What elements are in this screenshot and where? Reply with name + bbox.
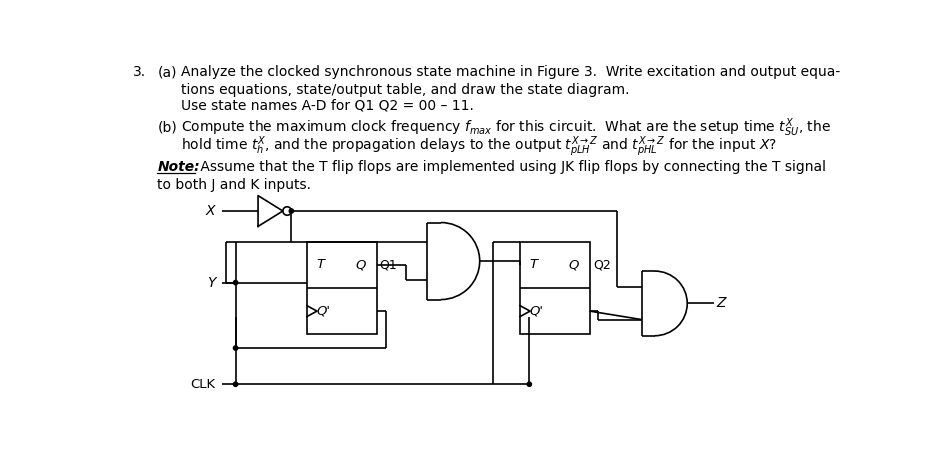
Text: Z: Z — [717, 296, 726, 310]
Text: Use state names A-D for Q1 Q2 = 00 – 11.: Use state names A-D for Q1 Q2 = 00 – 11. — [181, 98, 474, 113]
Text: Q': Q' — [316, 304, 330, 318]
Text: Q: Q — [356, 258, 366, 271]
Text: Q1: Q1 — [380, 258, 398, 271]
Text: to both J and K inputs.: to both J and K inputs. — [157, 178, 312, 192]
Circle shape — [527, 382, 532, 386]
Circle shape — [233, 280, 238, 285]
Text: 3.: 3. — [133, 66, 146, 79]
Text: Q': Q' — [529, 304, 543, 318]
Bar — [520, 242, 590, 334]
Circle shape — [289, 209, 294, 213]
Text: Y: Y — [207, 276, 215, 290]
Text: Analyze the clocked synchronous state machine in Figure 3.  Write excitation and: Analyze the clocked synchronous state ma… — [181, 66, 840, 79]
Text: T: T — [529, 258, 537, 271]
Text: (b): (b) — [157, 121, 177, 135]
Text: Note:: Note: — [157, 160, 200, 174]
Text: Compute the maximum clock frequency $f_{max}$ for this circuit.  What are the se: Compute the maximum clock frequency $f_{… — [181, 116, 830, 139]
Text: T: T — [316, 258, 324, 271]
Text: Assume that the T flip flops are implemented using JK flip flops by connecting t: Assume that the T flip flops are impleme… — [196, 160, 826, 174]
Text: hold time $t^X_h$, and the propagation delays to the output $t^{X\rightarrow Z}_: hold time $t^X_h$, and the propagation d… — [181, 134, 776, 159]
Circle shape — [233, 346, 238, 350]
Text: CLK: CLK — [190, 378, 215, 391]
Circle shape — [233, 382, 238, 386]
Text: Q2: Q2 — [592, 258, 610, 271]
Text: X: X — [206, 204, 215, 218]
Text: tions equations, state/output table, and draw the state diagram.: tions equations, state/output table, and… — [181, 83, 629, 97]
Text: Q: Q — [569, 258, 579, 271]
Text: (a): (a) — [157, 66, 177, 79]
Bar — [307, 242, 376, 334]
